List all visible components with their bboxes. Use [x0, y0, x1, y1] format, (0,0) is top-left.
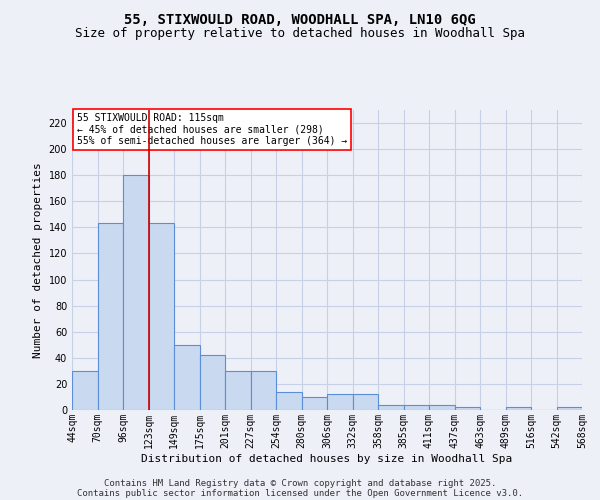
- Bar: [505, 408, 531, 410]
- Text: Contains HM Land Registry data © Crown copyright and database right 2025.: Contains HM Land Registry data © Crown c…: [104, 478, 496, 488]
- Text: 55, STIXWOULD ROAD, WOODHALL SPA, LN10 6QG: 55, STIXWOULD ROAD, WOODHALL SPA, LN10 6…: [124, 12, 476, 26]
- Bar: [199, 355, 225, 410]
- Bar: [557, 408, 582, 410]
- Bar: [276, 392, 302, 410]
- Bar: [72, 371, 97, 410]
- Bar: [225, 371, 251, 410]
- Bar: [251, 371, 276, 410]
- Bar: [429, 405, 455, 410]
- Bar: [97, 224, 123, 410]
- X-axis label: Distribution of detached houses by size in Woodhall Spa: Distribution of detached houses by size …: [142, 454, 512, 464]
- Text: 55 STIXWOULD ROAD: 115sqm
← 45% of detached houses are smaller (298)
55% of semi: 55 STIXWOULD ROAD: 115sqm ← 45% of detac…: [77, 113, 347, 146]
- Bar: [353, 394, 378, 410]
- Text: Size of property relative to detached houses in Woodhall Spa: Size of property relative to detached ho…: [75, 28, 525, 40]
- Bar: [378, 405, 404, 410]
- Bar: [123, 175, 149, 410]
- Bar: [174, 345, 199, 410]
- Bar: [327, 394, 353, 410]
- Text: Contains public sector information licensed under the Open Government Licence v3: Contains public sector information licen…: [77, 488, 523, 498]
- Y-axis label: Number of detached properties: Number of detached properties: [33, 162, 43, 358]
- Bar: [149, 224, 174, 410]
- Bar: [302, 397, 327, 410]
- Bar: [455, 408, 480, 410]
- Bar: [404, 405, 429, 410]
